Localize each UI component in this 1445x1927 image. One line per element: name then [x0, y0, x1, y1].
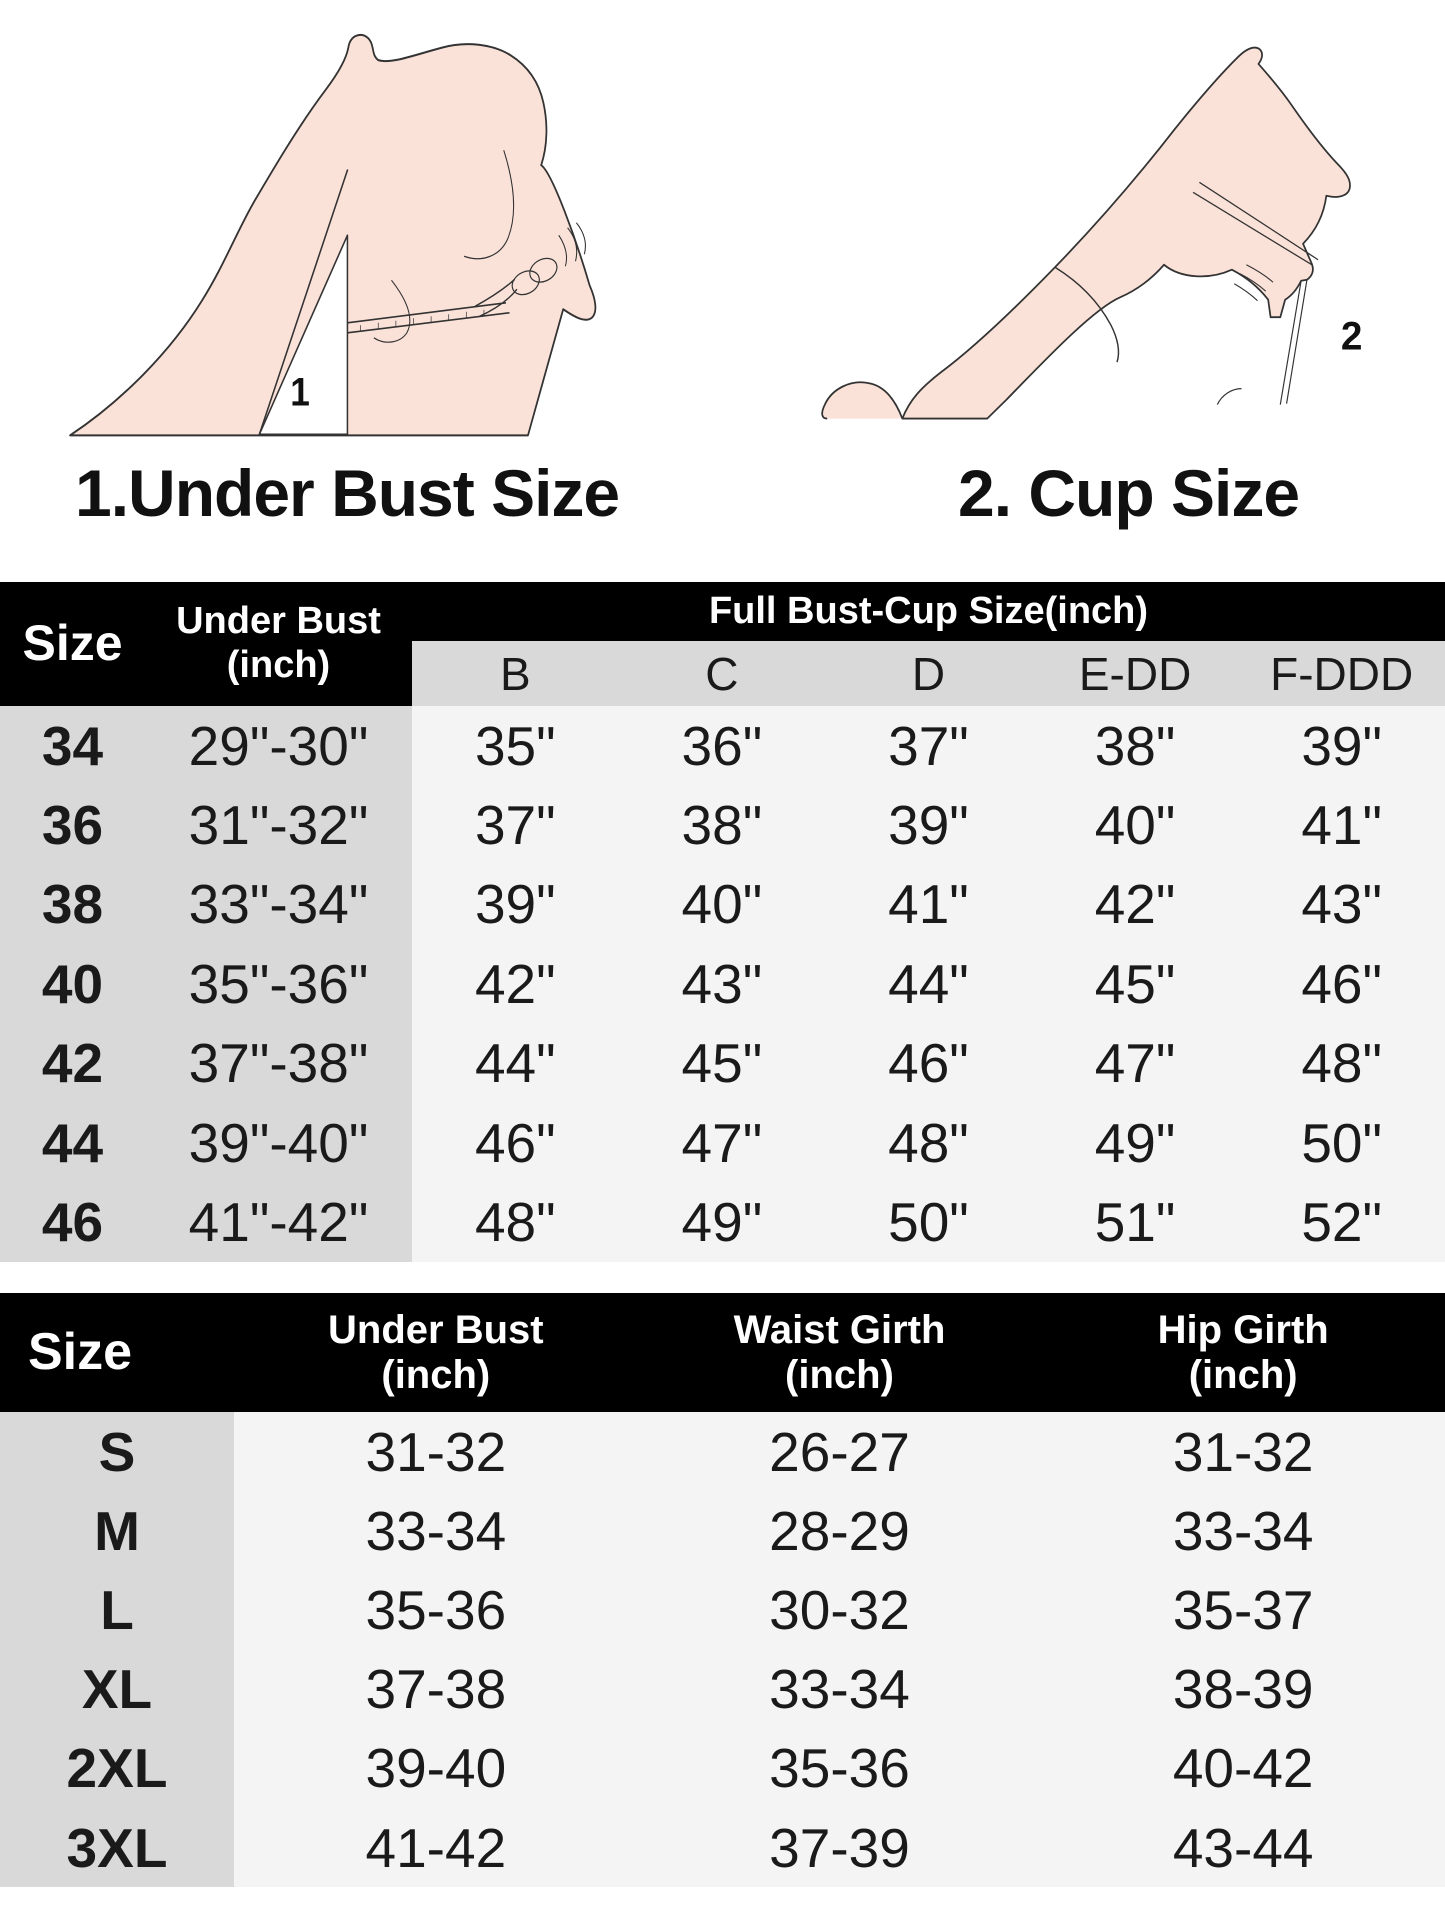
svg-text:1: 1: [290, 369, 310, 414]
svg-text:2: 2: [1341, 314, 1363, 359]
